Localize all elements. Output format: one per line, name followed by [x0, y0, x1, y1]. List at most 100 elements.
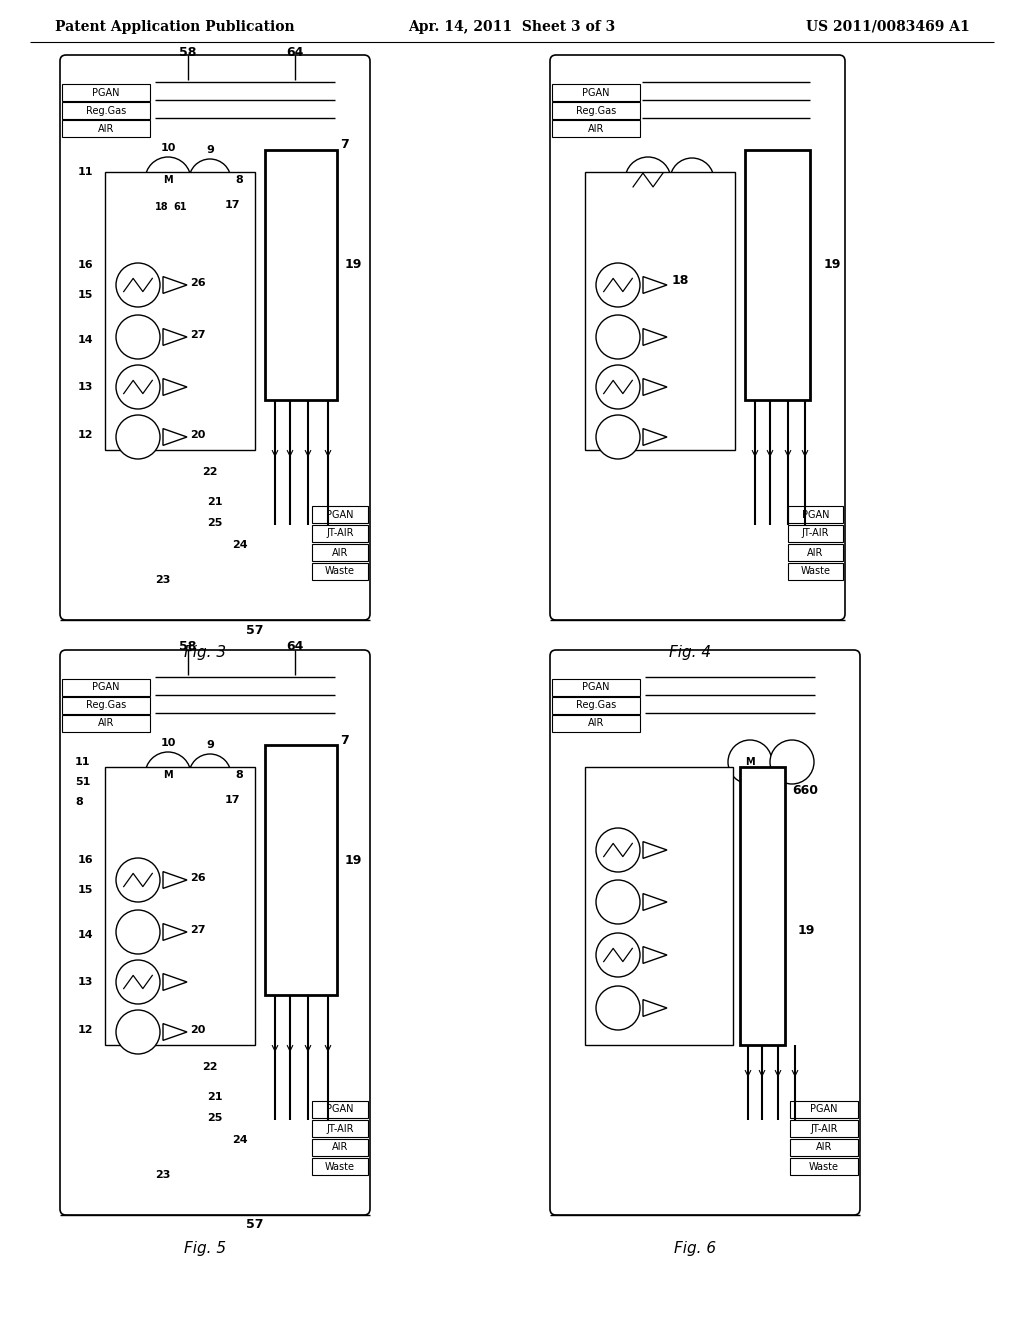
Text: 10: 10 — [161, 143, 176, 153]
Text: 58: 58 — [179, 640, 197, 653]
Text: US 2011/0083469 A1: US 2011/0083469 A1 — [806, 20, 970, 34]
Bar — [62, 678, 150, 696]
Text: Fig. 3: Fig. 3 — [184, 645, 226, 660]
Text: 19: 19 — [798, 924, 815, 936]
Text: 26: 26 — [190, 873, 206, 883]
Circle shape — [770, 741, 814, 784]
Text: PGAN: PGAN — [810, 1105, 838, 1114]
Bar — [788, 564, 843, 579]
Text: 22: 22 — [203, 467, 218, 477]
Circle shape — [625, 157, 671, 203]
Text: JT-AIR: JT-AIR — [810, 1123, 838, 1134]
Text: AIR: AIR — [332, 1143, 348, 1152]
Bar — [552, 715, 640, 733]
Polygon shape — [643, 329, 667, 346]
Text: 24: 24 — [232, 1135, 248, 1144]
Text: JT-AIR: JT-AIR — [327, 528, 353, 539]
Text: 51: 51 — [75, 777, 90, 787]
Bar — [312, 544, 368, 561]
Circle shape — [596, 880, 640, 924]
Circle shape — [116, 414, 160, 459]
Text: 58: 58 — [179, 45, 197, 58]
Circle shape — [596, 366, 640, 409]
Circle shape — [189, 754, 231, 796]
Bar — [740, 767, 785, 1045]
Text: 18: 18 — [672, 273, 689, 286]
Text: AIR: AIR — [588, 124, 604, 133]
Text: 17: 17 — [224, 201, 240, 210]
Circle shape — [596, 263, 640, 308]
Text: 11: 11 — [75, 756, 90, 767]
Circle shape — [116, 366, 160, 409]
Bar — [312, 525, 368, 543]
Text: 16: 16 — [78, 855, 93, 865]
Bar — [62, 84, 150, 102]
Text: 26: 26 — [190, 279, 206, 288]
Text: 660: 660 — [792, 784, 818, 796]
Text: 11: 11 — [78, 168, 93, 177]
Circle shape — [116, 909, 160, 954]
Text: 27: 27 — [190, 925, 206, 935]
Text: JT-AIR: JT-AIR — [802, 528, 829, 539]
Bar — [312, 1119, 368, 1137]
Text: Fig. 4: Fig. 4 — [669, 645, 711, 660]
Circle shape — [670, 158, 714, 202]
Circle shape — [116, 960, 160, 1005]
Text: 25: 25 — [207, 517, 222, 528]
Circle shape — [728, 741, 772, 784]
Text: 27: 27 — [190, 330, 206, 341]
Circle shape — [145, 157, 191, 203]
Text: AIR: AIR — [98, 124, 115, 133]
Polygon shape — [163, 974, 187, 990]
Text: Waste: Waste — [801, 566, 830, 577]
Text: JT-AIR: JT-AIR — [327, 1123, 353, 1134]
Text: 8: 8 — [75, 797, 83, 807]
Text: 19: 19 — [345, 259, 362, 272]
Circle shape — [116, 858, 160, 902]
Text: 23: 23 — [155, 1170, 170, 1180]
Text: 13: 13 — [78, 381, 93, 392]
Text: 8: 8 — [234, 770, 243, 780]
Polygon shape — [163, 924, 187, 940]
Text: Waste: Waste — [325, 566, 355, 577]
Text: M: M — [745, 756, 755, 767]
Bar — [790, 1158, 858, 1175]
Bar — [105, 172, 255, 450]
Text: 8: 8 — [234, 176, 243, 185]
Text: PGAN: PGAN — [327, 510, 353, 520]
Text: 57: 57 — [246, 1218, 264, 1232]
Text: AIR: AIR — [816, 1143, 833, 1152]
Circle shape — [189, 158, 231, 201]
Bar — [312, 506, 368, 523]
FancyBboxPatch shape — [60, 55, 370, 620]
Text: 7: 7 — [340, 139, 349, 152]
Text: 13: 13 — [78, 977, 93, 987]
Text: 21: 21 — [207, 498, 223, 507]
Text: 15: 15 — [78, 884, 93, 895]
Text: 22: 22 — [203, 1063, 218, 1072]
Text: Fig. 6: Fig. 6 — [674, 1241, 716, 1255]
Polygon shape — [163, 379, 187, 396]
Polygon shape — [643, 277, 667, 293]
Text: M: M — [163, 770, 173, 780]
Bar — [745, 150, 810, 400]
Polygon shape — [643, 894, 667, 911]
Bar — [62, 715, 150, 733]
Text: PGAN: PGAN — [802, 510, 829, 520]
Bar — [62, 697, 150, 714]
Text: PGAN: PGAN — [583, 682, 609, 693]
Bar — [790, 1101, 858, 1118]
Polygon shape — [163, 1023, 187, 1040]
FancyBboxPatch shape — [550, 649, 860, 1214]
Text: Waste: Waste — [809, 1162, 839, 1172]
Text: 9: 9 — [206, 741, 214, 750]
Text: AIR: AIR — [588, 718, 604, 729]
Bar — [552, 697, 640, 714]
Text: Apr. 14, 2011  Sheet 3 of 3: Apr. 14, 2011 Sheet 3 of 3 — [409, 20, 615, 34]
Circle shape — [596, 414, 640, 459]
Circle shape — [116, 263, 160, 308]
Text: 20: 20 — [190, 1026, 206, 1035]
Circle shape — [596, 933, 640, 977]
Bar — [585, 172, 735, 450]
Bar — [312, 1101, 368, 1118]
